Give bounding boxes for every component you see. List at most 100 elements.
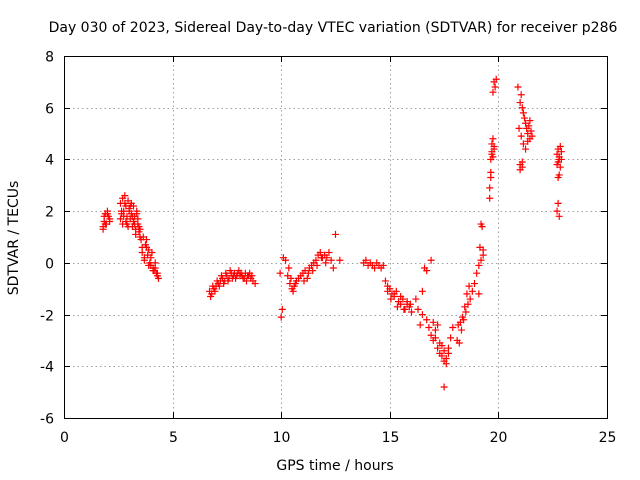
grid-layer <box>64 56 607 418</box>
data-point <box>211 287 219 295</box>
data-point <box>124 223 132 231</box>
data-point <box>440 383 448 391</box>
data-point <box>101 220 109 228</box>
data-points <box>99 75 565 391</box>
data-point <box>556 163 564 171</box>
data-point <box>490 78 498 86</box>
data-point <box>557 148 565 156</box>
data-point <box>138 249 146 257</box>
data-point <box>463 290 471 298</box>
data-point <box>213 277 221 285</box>
data-point <box>313 261 321 269</box>
data-point <box>518 158 526 166</box>
data-point <box>478 223 486 231</box>
data-point <box>276 269 284 277</box>
data-point <box>427 331 435 339</box>
data-point <box>393 303 401 311</box>
data-point <box>400 305 408 313</box>
data-point <box>384 287 392 295</box>
data-point <box>449 324 457 331</box>
y-tick-label: -4 <box>40 360 54 376</box>
data-point <box>278 305 286 313</box>
data-point <box>143 236 151 244</box>
data-point <box>444 349 452 357</box>
data-point <box>519 109 527 117</box>
axis-ticks: 0 5 10 15 20 25 -6 -4 -2 0 2 4 6 8 <box>40 50 616 447</box>
y-tick-label: -2 <box>40 309 54 325</box>
data-point <box>151 264 159 272</box>
data-point <box>489 88 497 96</box>
data-point <box>390 290 398 298</box>
data-point <box>381 277 389 285</box>
data-point <box>520 114 528 122</box>
data-point <box>140 256 148 264</box>
data-point <box>135 223 143 231</box>
data-point <box>291 280 299 288</box>
data-point <box>515 124 523 132</box>
data-point <box>134 215 142 223</box>
data-point <box>555 171 563 179</box>
data-point <box>312 256 320 264</box>
data-point <box>336 256 344 264</box>
data-point <box>120 207 128 215</box>
data-point <box>309 267 317 275</box>
data-point <box>479 251 487 259</box>
data-point <box>327 256 335 264</box>
data-point <box>465 282 473 290</box>
data-point <box>289 287 297 295</box>
y-tick-label: -6 <box>40 412 54 428</box>
data-point <box>222 269 230 277</box>
x-tick-label: 15 <box>382 430 400 446</box>
data-point <box>476 243 484 251</box>
x-tick-label: 5 <box>169 430 178 446</box>
data-point <box>116 215 124 223</box>
data-point <box>418 311 426 319</box>
data-point <box>554 199 562 207</box>
data-point <box>527 127 535 135</box>
data-point <box>438 342 446 350</box>
y-tick-label: 0 <box>45 257 54 273</box>
data-point <box>517 132 525 140</box>
data-point <box>487 174 495 182</box>
data-point <box>440 347 448 355</box>
data-point <box>473 269 481 277</box>
data-point <box>121 192 129 200</box>
data-point <box>133 210 141 218</box>
data-point <box>126 202 134 210</box>
data-point <box>103 210 111 218</box>
data-point <box>209 282 217 290</box>
x-tick-label: 25 <box>599 430 617 446</box>
data-point <box>525 122 533 130</box>
data-point <box>475 261 483 269</box>
data-point <box>99 225 107 233</box>
data-point <box>397 292 405 300</box>
data-point <box>239 274 247 282</box>
data-point <box>233 272 241 280</box>
data-point <box>316 249 324 257</box>
data-point <box>462 308 470 316</box>
data-point <box>447 334 455 342</box>
data-point <box>456 318 464 326</box>
data-point <box>300 277 308 285</box>
data-point <box>287 274 295 282</box>
data-point <box>224 277 232 285</box>
data-point <box>466 295 474 303</box>
data-point <box>412 295 420 303</box>
data-point <box>317 254 325 262</box>
data-point <box>128 212 136 220</box>
data-point <box>431 326 439 334</box>
data-point <box>248 272 256 280</box>
data-point <box>518 104 526 112</box>
data-point <box>522 145 530 153</box>
data-point <box>416 321 424 329</box>
x-tick-label: 0 <box>60 430 69 446</box>
data-point <box>122 217 130 225</box>
data-point <box>154 274 162 282</box>
data-point <box>414 305 422 313</box>
data-point <box>434 344 442 352</box>
plot-frame <box>64 56 608 419</box>
y-tick-label: 4 <box>45 153 54 169</box>
x-axis-label: GPS time / hours <box>276 458 393 474</box>
data-point <box>490 143 498 150</box>
data-point <box>143 243 151 251</box>
